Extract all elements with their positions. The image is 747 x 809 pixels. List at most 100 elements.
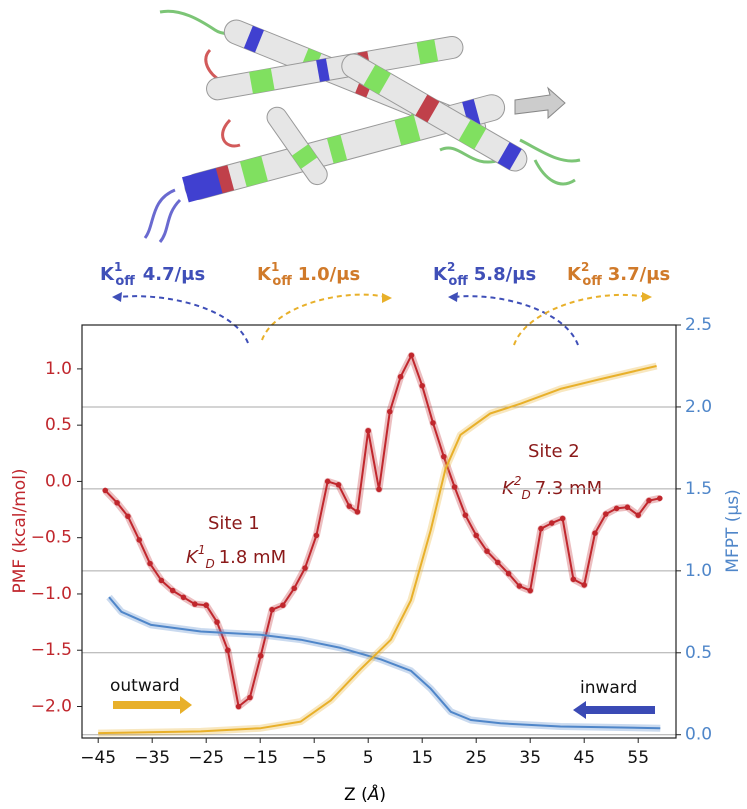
point (549, 520, 555, 526)
point (495, 559, 501, 566)
point (324, 478, 331, 485)
point (613, 505, 620, 512)
outward-arrow (113, 696, 192, 714)
arrowhead (642, 292, 652, 302)
point (247, 694, 253, 701)
point (484, 548, 490, 554)
point (570, 576, 577, 583)
site-label: Site 1 (208, 513, 260, 534)
inward-arrow (573, 701, 655, 719)
point (203, 602, 209, 609)
koff-label: K2 off 5.8/μs (433, 260, 536, 289)
x-axis-title: Z (Å) (344, 783, 386, 805)
point (441, 453, 447, 460)
y2-tick-label: 2.5 (685, 315, 712, 335)
point (257, 653, 264, 659)
point (280, 602, 286, 609)
point (516, 583, 523, 589)
koff-label: K1 off 4.7/μs (100, 260, 205, 289)
point (147, 560, 153, 567)
direction-label: inward (580, 678, 637, 698)
point (169, 587, 176, 594)
y-tick-label: 1.0 (45, 359, 72, 379)
point (408, 352, 415, 359)
x-tick-label: −25 (188, 748, 224, 768)
point (419, 382, 426, 389)
y-tick-label: −0.5 (31, 528, 72, 548)
point (473, 532, 480, 539)
y2-axis-title: MFPT (μs) (723, 489, 743, 572)
point (192, 601, 198, 607)
point (365, 427, 372, 434)
protein-illustration (143, 9, 581, 243)
x-tick-label: 5 (363, 748, 374, 768)
y2-tick-label: 2.0 (685, 397, 712, 417)
y-tick-label: −1.5 (31, 640, 72, 660)
point (462, 512, 469, 518)
line-band (98, 362, 658, 737)
direction-label: outward (110, 676, 180, 696)
point (346, 503, 353, 509)
x-tick-label: 15 (411, 748, 433, 768)
point (180, 594, 187, 601)
point (387, 408, 393, 415)
point (430, 420, 436, 426)
point (635, 512, 641, 518)
x-tick-label: −5 (302, 748, 327, 768)
point (335, 481, 342, 488)
point (302, 565, 308, 571)
x-tick-label: 25 (465, 748, 487, 768)
x-tick-label: −35 (134, 748, 170, 768)
y-tick-label: −1.0 (31, 584, 72, 604)
point (538, 525, 544, 532)
point (214, 619, 220, 625)
y2-tick-label: 0.5 (685, 643, 712, 663)
point (354, 509, 361, 515)
point (451, 484, 458, 490)
arrowhead (382, 293, 392, 303)
point (397, 373, 404, 380)
point (646, 497, 652, 504)
point (235, 703, 242, 710)
line (104, 354, 661, 708)
site-label: Site 2 (528, 441, 580, 462)
point (527, 587, 533, 594)
koff-label: K2 off 3.7/μs (567, 260, 670, 289)
y-axis-title: PMF (kcal/mol) (10, 468, 30, 593)
plot-frame (81, 324, 677, 739)
point (603, 511, 609, 517)
point (624, 504, 631, 511)
y-tick-label: 0.5 (45, 415, 72, 435)
point (581, 582, 587, 588)
point (225, 647, 231, 654)
point (136, 537, 143, 543)
point (158, 577, 165, 584)
point (291, 585, 298, 592)
kd-label: K2D 7.3 mM (502, 474, 602, 502)
y-tick-label: 0.0 (45, 471, 72, 491)
line (98, 365, 657, 735)
arrowhead (112, 292, 122, 302)
line (108, 596, 661, 730)
x-tick-label: 55 (627, 748, 649, 768)
y2-tick-label: 1.0 (685, 561, 712, 581)
y-tick-label: −2.0 (31, 696, 72, 716)
arrowhead (448, 292, 458, 302)
line-band (102, 351, 661, 710)
point (313, 532, 320, 539)
y2-tick-label: 0.0 (685, 725, 712, 745)
y2-tick-label: 1.5 (685, 479, 712, 499)
x-tick-label: −45 (80, 748, 116, 768)
point (102, 487, 109, 494)
x-tick-label: 45 (573, 748, 595, 768)
kd-label: K1D 1.8 mM (186, 543, 286, 571)
point (657, 495, 663, 502)
point (125, 513, 131, 520)
koff-label: K1 off 1.0/μs (257, 260, 360, 289)
point (114, 500, 120, 506)
point (505, 570, 512, 577)
point (269, 606, 275, 613)
x-tick-label: −15 (242, 748, 278, 768)
x-tick-label: 35 (519, 748, 541, 768)
